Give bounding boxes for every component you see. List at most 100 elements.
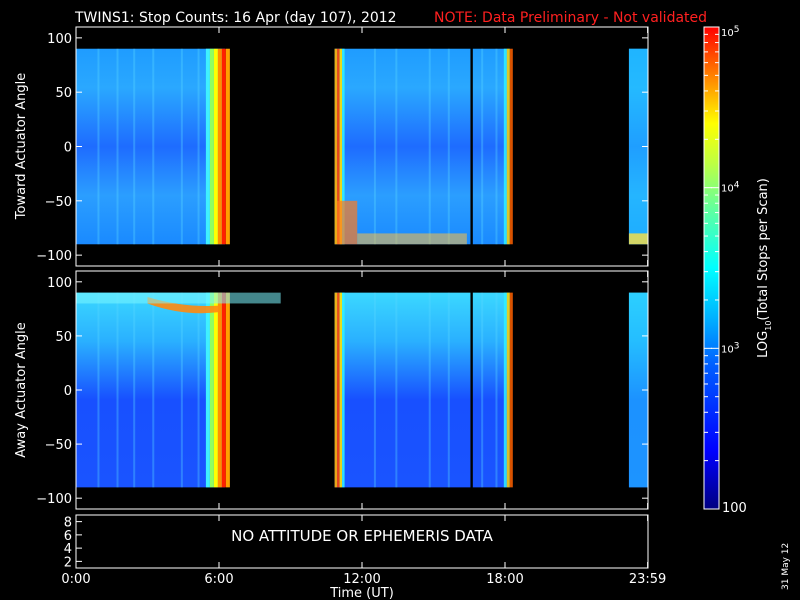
away-edge-band	[339, 292, 343, 488]
away-streak	[133, 292, 136, 488]
colorbar-label: LOG10(Total Stops per Scan)	[756, 178, 773, 358]
date-stamp: 31 May 12	[781, 543, 791, 590]
toward-ytick-label: 0	[64, 141, 72, 156]
away-ytick-label: −100	[36, 492, 72, 507]
colorbar: 105 104 103 100 LOG10(Total Stops per Scan)	[703, 25, 773, 516]
panel-away-yticks: 100 50 0 −50 −100	[36, 276, 648, 507]
toward-streak	[481, 48, 484, 245]
away-ytick-label: −50	[45, 438, 72, 453]
away-edge-band	[221, 292, 226, 488]
toward-edge-band	[225, 48, 230, 245]
away-streak	[97, 292, 100, 488]
chart-title: TWINS1: Stop Counts: 16 Apr (day 107), 2…	[74, 10, 397, 26]
toward-edge-band	[334, 48, 338, 245]
attitude-ytick-label: 8	[64, 516, 72, 531]
toward-ytick-label: −100	[36, 249, 72, 264]
toward-hot-region	[336, 200, 358, 245]
away-edge-band	[209, 292, 214, 488]
colorbar-tick-label: 105	[721, 25, 739, 39]
away-edge-band	[506, 292, 510, 488]
panel-toward-yticks: 100 50 0 −50 −100	[36, 32, 648, 264]
away-hot-streak	[76, 292, 281, 304]
away-streak	[395, 292, 398, 488]
toward-streak	[428, 48, 431, 245]
toward-edge-band	[221, 48, 226, 245]
time-tick-label: 18:00	[486, 572, 523, 587]
toward-ytick-label: 50	[55, 86, 72, 101]
toward-hot-region	[357, 233, 467, 245]
away-streak	[180, 292, 183, 488]
panel-away-ylabel: Away Actuator Angle	[14, 322, 29, 457]
away-streak	[197, 292, 200, 488]
away-streak	[116, 292, 119, 488]
away-hot-streak	[147, 296, 219, 314]
toward-data-segment	[472, 48, 510, 245]
toward-streak	[373, 48, 376, 245]
away-data-segment	[334, 292, 471, 488]
toward-edge-band	[205, 48, 210, 245]
toward-streak	[152, 48, 155, 245]
away-edge-band	[205, 292, 210, 488]
time-axis-label: Time (UT)	[329, 586, 394, 600]
away-edge-band	[337, 292, 340, 488]
time-tick-label: 6:00	[204, 572, 233, 587]
away-edge-band	[334, 292, 338, 488]
toward-streak	[97, 48, 100, 245]
toward-edge-band	[509, 48, 513, 245]
colorbar-gradient	[703, 26, 720, 510]
away-edge-band	[509, 292, 513, 488]
toward-edge-band	[209, 48, 214, 245]
time-tick-label: 12:00	[343, 572, 380, 587]
away-streak	[428, 292, 431, 488]
away-edge-band	[342, 292, 345, 488]
colorbar-tick-label: 100	[722, 501, 747, 516]
toward-streak	[180, 48, 183, 245]
away-streak	[152, 292, 155, 488]
panel-toward-heat	[76, 48, 648, 245]
away-edge-band	[503, 292, 507, 488]
panel-away: Away Actuator Angle 100 50 0 −50 −100	[14, 270, 649, 510]
toward-edge-band	[503, 48, 507, 245]
away-edge-band	[628, 292, 648, 488]
away-edge-band	[213, 292, 218, 488]
attitude-ytick-label: 6	[64, 529, 72, 544]
attitude-ytick-label: 4	[64, 542, 72, 557]
away-streak	[495, 292, 498, 488]
preliminary-note: NOTE: Data Preliminary - Not validated	[434, 10, 707, 26]
panel-away-heat	[76, 292, 648, 488]
toward-streak	[197, 48, 200, 245]
toward-edge-band	[217, 48, 222, 245]
toward-streak	[495, 48, 498, 245]
toward-edge-band	[342, 48, 345, 245]
away-data-segment	[76, 292, 225, 488]
away-data-segment	[472, 292, 510, 488]
toward-edge-band	[339, 48, 343, 245]
toward-ytick-label: 100	[47, 32, 72, 47]
colorbar-tick-label: 103	[721, 341, 739, 355]
colorbar-ticks: 105 104 103 100	[704, 25, 747, 516]
colorbar-tick-label: 104	[721, 181, 740, 195]
time-axis-ticks: 0:00 6:00 12:00 18:00 23:59	[61, 27, 666, 587]
toward-edge-band	[628, 48, 648, 245]
no-data-message: NO ATTITUDE OR EPHEMERIS DATA	[231, 527, 494, 545]
toward-streak	[395, 48, 398, 245]
toward-data-segment	[76, 48, 225, 245]
toward-streak	[447, 48, 450, 245]
away-ytick-label: 0	[64, 384, 72, 399]
toward-hot-region	[628, 233, 648, 245]
toward-streak	[116, 48, 119, 245]
toward-streak	[133, 48, 136, 245]
away-streak	[373, 292, 376, 488]
away-ytick-label: 50	[55, 330, 72, 345]
away-streak	[481, 292, 484, 488]
toward-edge-band	[213, 48, 218, 245]
away-streak	[447, 292, 450, 488]
panel-toward-ylabel: Toward Actuator Angle	[14, 73, 29, 220]
toward-ytick-label: −50	[45, 195, 72, 210]
toward-edge-band	[506, 48, 510, 245]
away-ytick-label: 100	[47, 276, 72, 291]
time-tick-label: 23:59	[629, 572, 666, 587]
